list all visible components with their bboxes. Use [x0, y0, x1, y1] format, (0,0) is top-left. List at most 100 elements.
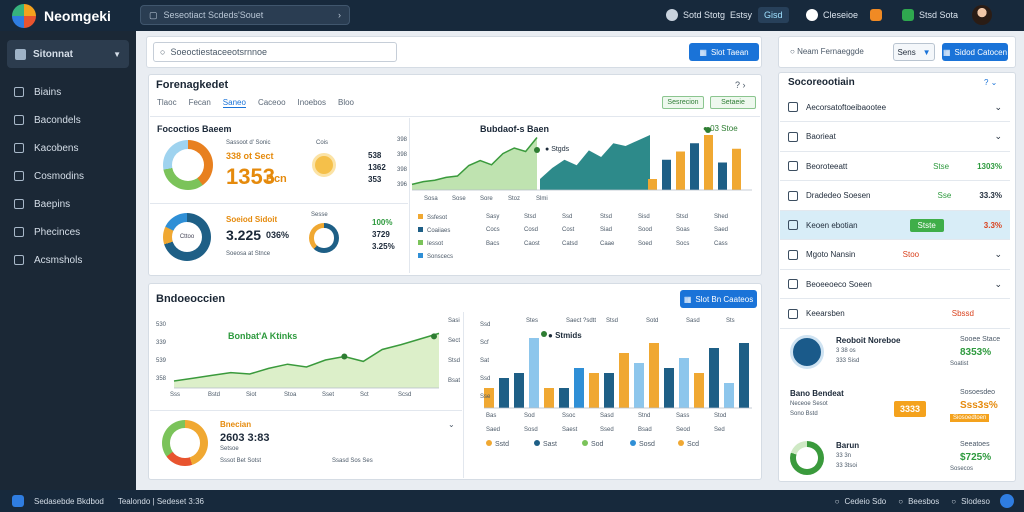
card1-n1: 538 — [368, 151, 382, 160]
chart3-top-label: Sts — [726, 318, 735, 324]
tab-4[interactable]: Inoebos — [297, 98, 326, 107]
chart3-r-tick: Sat — [480, 358, 490, 364]
chart3-legend-text: Sod — [591, 441, 604, 448]
help-icon[interactable]: ? › — [735, 80, 746, 90]
global-search-input[interactable]: ▢ Seseotiact Scdeds'Souet › — [140, 5, 350, 25]
right-panel-row[interactable]: Beoroteeatt Stse 1303% — [780, 152, 1010, 181]
chart3-legend-dot: Sast — [534, 440, 557, 448]
right-panel-row[interactable]: Keearsben Sbssd — [780, 300, 1010, 329]
chevron-down-icon[interactable]: ⌄ — [994, 278, 1002, 289]
row-value-1: Sse — [937, 191, 952, 200]
chart3-bar — [694, 373, 704, 408]
topbar-chip[interactable]: Gisd — [758, 7, 789, 23]
right-panel-row[interactable]: Baorieat ⌄ — [780, 123, 1010, 152]
chart-icon — [14, 227, 24, 237]
right-panel-row[interactable]: Dradedeo Soesen Sse 33.3% — [780, 182, 1010, 211]
card3-small: Setsoe — [220, 446, 239, 452]
row-label: Mgoto Nansin — [806, 250, 856, 259]
legend-swatch — [418, 214, 423, 219]
tab-0[interactable]: Tlaoc — [157, 98, 177, 107]
chevron-down-icon[interactable]: ⌄ — [994, 101, 1002, 112]
overview-button-1[interactable]: Sesrecion — [662, 96, 704, 109]
chart1-legend-label: Coaiiaes — [427, 228, 451, 234]
footer-right1[interactable]: Cedeio Sdo — [844, 496, 887, 506]
search-icon — [14, 115, 24, 125]
chart1-x-tick: Sosa — [424, 196, 438, 202]
card3-value: 2603 3:83 — [220, 432, 270, 444]
chart3-x-tick: Stnd — [638, 413, 651, 419]
card-title: Reoboit Noreboe — [836, 336, 901, 345]
chart1-table-cell: Socs — [676, 241, 690, 247]
topbar-settings[interactable]: Cleseioe — [806, 6, 858, 24]
card-sub: 33 3n — [836, 453, 852, 459]
tab-2[interactable]: Saneo — [222, 98, 246, 108]
footer-right3[interactable]: Slodeso — [961, 496, 990, 506]
tab-3[interactable]: Caceoo — [257, 98, 286, 107]
search-text: Seseotiact Scdeds'Souet — [163, 10, 264, 20]
info-icon[interactable] — [1000, 494, 1014, 508]
card2-big-value: 3.225 — [226, 227, 262, 243]
footer-left: Sedasebde Bkdbod — [34, 496, 104, 506]
footer-right2[interactable]: Beesbos — [908, 496, 940, 506]
topbar-item-2: Cleseioe — [823, 10, 859, 20]
grid-icon: ▦ — [699, 47, 707, 57]
chart3-bar — [679, 358, 689, 408]
sidebar-item-5[interactable]: Phecinces — [0, 218, 136, 246]
sidebar-header[interactable]: Sitonnat ▼ — [7, 40, 129, 68]
topbar-apps[interactable]: Stsd Sota — [902, 6, 958, 24]
row-icon — [788, 249, 798, 260]
arrow-right-icon[interactable]: › — [338, 10, 341, 20]
right-panel-row[interactable]: Aecorsatoftoeibaootee ⌄ — [780, 93, 1010, 122]
gear-icon — [806, 9, 818, 21]
sidebar-item-label: Kacobens — [34, 142, 79, 154]
topbar-item-3: Stsd Sota — [919, 10, 959, 20]
chart3-r-tick: Scf — [480, 340, 489, 346]
chevron-down-icon[interactable]: ⌄ — [994, 131, 1002, 141]
legend-swatch — [486, 440, 492, 446]
right-toolbar-select[interactable]: Sens ▼ — [893, 43, 935, 61]
bag-icon[interactable] — [870, 9, 882, 21]
card3-title: Bnecian — [220, 420, 252, 429]
sidebar-item-2[interactable]: Kacobens — [0, 134, 136, 162]
sidebar-item-3[interactable]: Cosmodins — [0, 162, 136, 190]
sidebar-item-4[interactable]: Baepins — [0, 190, 136, 218]
row-value-1: Stoo — [902, 250, 920, 259]
avatar[interactable] — [972, 5, 992, 25]
right-panel-row[interactable]: Beoeeoeco Soeen ⌄ — [780, 270, 1010, 299]
toolbar-action-button[interactable]: ▦ Slot Taean — [689, 43, 759, 61]
card1-value1: 338 ot Sect — [226, 151, 274, 161]
chart3-legend-dot: Sod — [582, 440, 603, 448]
right-panel-row[interactable]: Mgoto Nansin Stoo ⌄ — [780, 241, 1010, 270]
help-icon[interactable]: ? ⌄ — [984, 78, 998, 87]
legend-swatch — [582, 440, 588, 446]
card1-small2: Cois — [316, 140, 329, 146]
filter-input[interactable]: ○ Soeoctiestaceeotsrnnoe — [153, 42, 397, 62]
chart2-x-tick: Bstd — [208, 392, 221, 398]
right-toolbar-button[interactable]: ▦ Sidod Catocen — [942, 43, 1008, 61]
topbar-user-menu[interactable]: Sotd Stotg Estsy — [666, 6, 752, 24]
chart2-y-tick: 358 — [156, 376, 167, 382]
distribution-button[interactable]: ▦ Slot Bn Caateos — [680, 290, 757, 308]
sidebar-item-0[interactable]: Biains — [0, 78, 136, 106]
right-panel-row[interactable]: Keoen ebotian Stste 3.3% — [780, 211, 1010, 240]
tab-1[interactable]: Fecan — [188, 98, 211, 107]
chart1-table-cell: Caae — [600, 241, 615, 247]
row-icon — [788, 131, 798, 142]
row-icon — [788, 220, 798, 230]
overview-panel — [148, 74, 762, 276]
chevron-down-icon[interactable]: ⌄ — [994, 249, 1002, 259]
sidebar-item-6[interactable]: Acsmshols — [0, 246, 136, 274]
card-title: Bano Bendeat — [790, 389, 844, 398]
top-bar: Neomgeki ▢ Seseotiact Scdeds'Souet › Sot… — [0, 0, 1024, 31]
chevron-down-icon[interactable]: ⌄ — [448, 420, 455, 429]
sidebar-item-label: Cosmodins — [34, 170, 85, 182]
chart1-title: Bubdaof-s Baen — [480, 124, 550, 134]
row-label: Baorieat — [806, 132, 836, 141]
tab-5[interactable]: Bloo — [337, 98, 354, 107]
card1-big-value: 1353 — [226, 164, 275, 189]
row-value-2: 1303% — [977, 161, 1002, 171]
sidebar-item-1[interactable]: Bacondels — [0, 106, 136, 134]
chart3-annotation-text: Stmids — [555, 331, 582, 340]
chart3-bar — [559, 388, 569, 408]
overview-button-2[interactable]: Setaeie — [710, 96, 756, 109]
